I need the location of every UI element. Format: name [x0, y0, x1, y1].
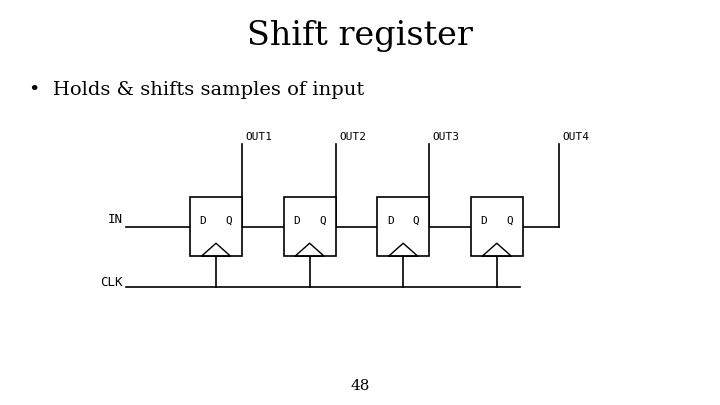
Text: OUT3: OUT3 — [433, 132, 460, 142]
Text: Q: Q — [319, 216, 326, 226]
Text: OUT1: OUT1 — [246, 132, 272, 142]
Bar — [471, 198, 523, 256]
Text: OUT4: OUT4 — [562, 132, 590, 142]
Text: D: D — [480, 216, 487, 226]
Text: OUT2: OUT2 — [339, 132, 366, 142]
Text: IN: IN — [107, 213, 122, 226]
Text: Shift register: Shift register — [247, 20, 473, 52]
Bar — [190, 198, 242, 256]
Text: •  Holds & shifts samples of input: • Holds & shifts samples of input — [29, 81, 364, 99]
Text: Q: Q — [506, 216, 513, 226]
Text: 48: 48 — [351, 379, 369, 393]
Text: Q: Q — [413, 216, 420, 226]
Bar — [284, 198, 336, 256]
Text: Q: Q — [225, 216, 233, 226]
Bar — [377, 198, 429, 256]
Text: D: D — [387, 216, 394, 226]
Text: D: D — [199, 216, 207, 226]
Text: CLK: CLK — [100, 276, 122, 289]
Text: D: D — [293, 216, 300, 226]
